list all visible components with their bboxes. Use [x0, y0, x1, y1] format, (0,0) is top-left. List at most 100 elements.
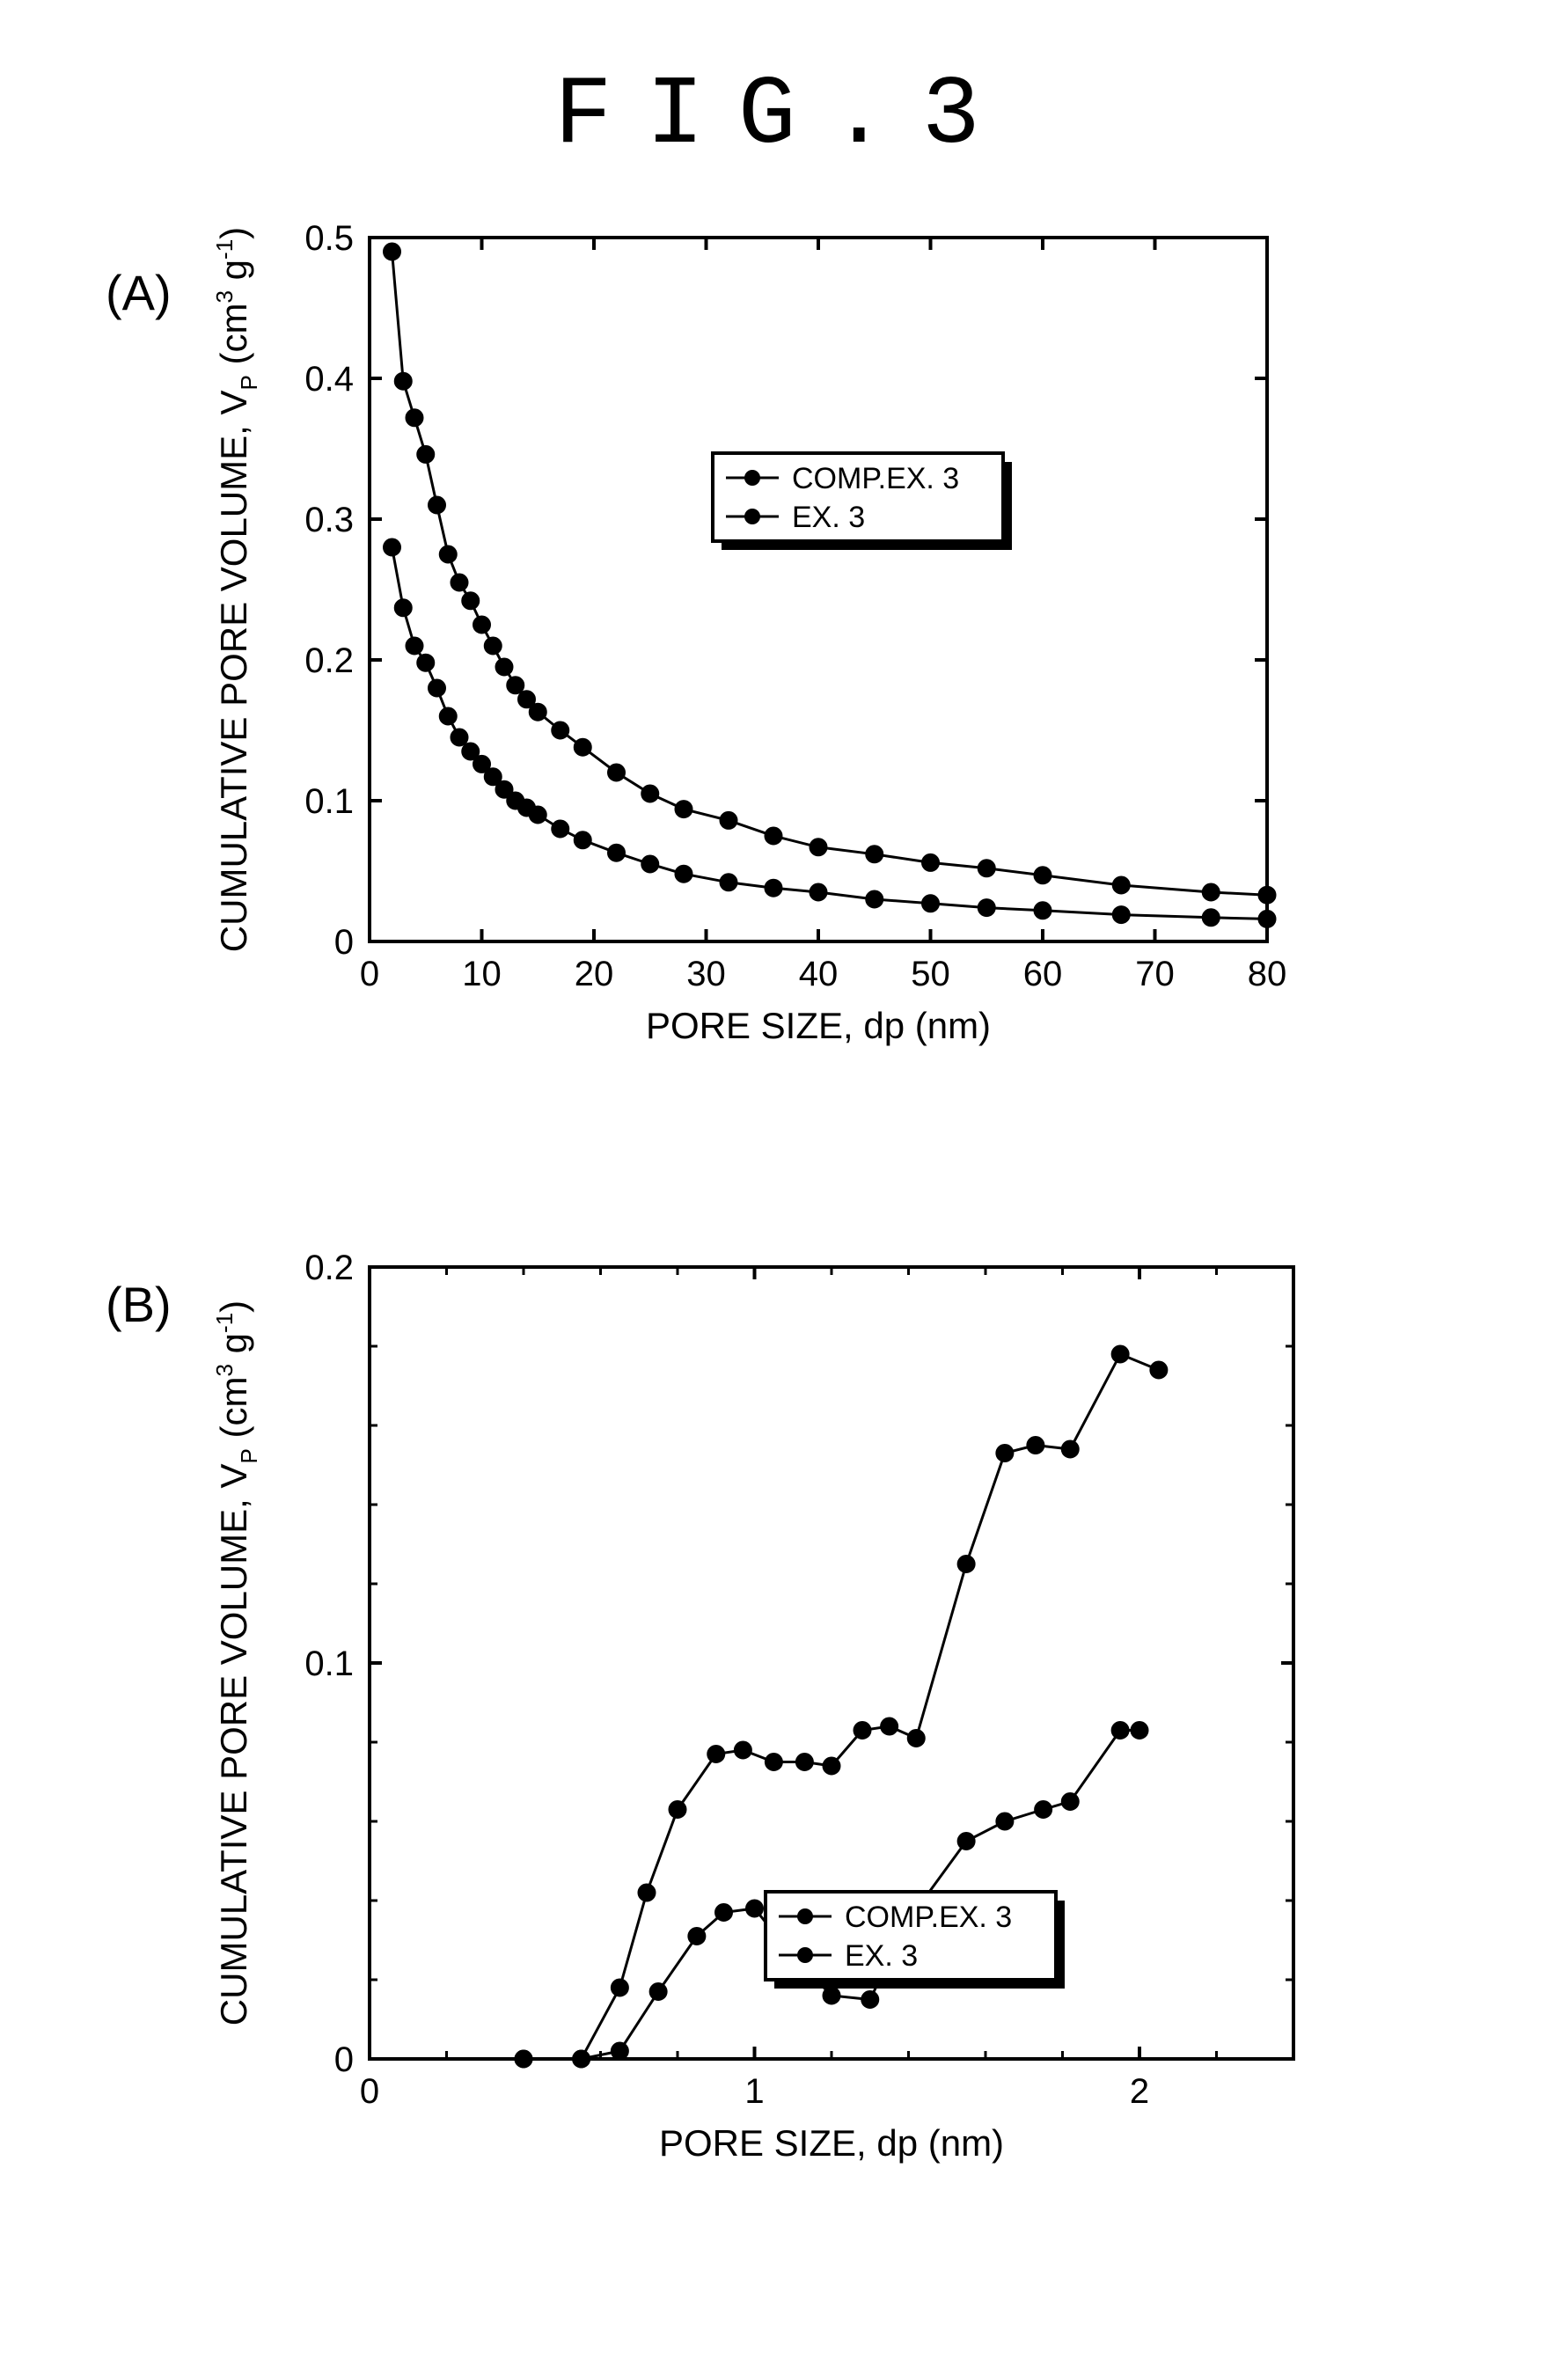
panel-a-series-marker [1202, 909, 1220, 927]
panel-b-series-marker [854, 1722, 871, 1740]
panel-b-series-marker [688, 1928, 706, 1945]
panel-a-series-marker [641, 855, 659, 873]
panel-a-series-marker [439, 546, 457, 563]
panel-b-series-marker [957, 1833, 975, 1850]
panel-b-legend-label: EX. 3 [845, 1939, 918, 1973]
panel-b-series-marker [669, 1801, 686, 1819]
panel-a-series-marker [495, 658, 513, 676]
panel-a-ytick-label: 0.5 [304, 219, 354, 258]
panel-a-series-marker [484, 637, 502, 655]
panel-a-series-marker [529, 806, 546, 824]
panel-a-series-marker [1034, 867, 1051, 884]
panel-a-xtick-label: 80 [1248, 955, 1287, 993]
panel-a-legend-label: COMP.EX. 3 [792, 462, 959, 495]
panel-a-ytick-label: 0 [334, 923, 354, 962]
panel-b-series-marker [823, 1757, 840, 1775]
panel-a-ytick-label: 0.1 [304, 782, 354, 821]
panel-b-ylabel-group: CUMULATIVE PORE VOLUME, VP (cm3 g-1) [211, 1300, 262, 2025]
panel-b-ytick-label: 0.2 [304, 1249, 354, 1287]
panel-a-xtick-label: 30 [686, 955, 726, 993]
panel-b-xtick-label: 1 [744, 2072, 764, 2111]
panel-b-series-marker [649, 1983, 667, 2001]
panel-a-series-marker [417, 445, 435, 463]
panel-a-ylabel-group: CUMULATIVE PORE VOLUME, VP (cm3 g-1) [211, 227, 262, 952]
panel-a-series-marker [720, 811, 737, 829]
panel-a-series-marker [1258, 910, 1276, 927]
panel-a-series-marker [1034, 902, 1051, 919]
panel-a-ytick-label: 0.3 [304, 501, 354, 539]
panel-b-ytick-label: 0 [334, 2040, 354, 2079]
panel-b-series-marker [611, 2042, 628, 2060]
panel-a-series-marker [641, 785, 659, 802]
panel-a-series-marker [608, 844, 626, 861]
panel-a-series-marker [1202, 883, 1220, 901]
panel-b-series-marker [957, 1556, 975, 1573]
panel-b-series-marker [573, 2050, 590, 2068]
panel-b-ylabel: CUMULATIVE PORE VOLUME, VP (cm3 g-1) [211, 1300, 262, 2025]
panel-a-xtick-label: 20 [575, 955, 614, 993]
panel-a-legend-label: EX. 3 [792, 501, 865, 534]
panel-a-series-marker [765, 827, 782, 845]
panel-b-ytick-label: 0.1 [304, 1644, 354, 1683]
panel-b-series-marker [823, 1987, 840, 2004]
panel-a-series-marker [675, 801, 692, 818]
panel-b-series-marker [638, 1884, 656, 1901]
panel-a-legend-marker [744, 470, 760, 486]
panel-b-series-marker [1027, 1437, 1044, 1454]
panel-a-series-marker [574, 831, 591, 849]
panel-b-series-marker [734, 1741, 751, 1759]
panel-b-series-marker [765, 1754, 782, 1771]
panel-a-series-marker [608, 764, 626, 781]
figure-title: FIG.3 [0, 62, 1568, 172]
panel-b-series-marker [861, 1991, 879, 2009]
panel-a-series-marker [429, 496, 446, 514]
panel-b-series-marker [707, 1746, 725, 1763]
panel-a-series-marker [1112, 876, 1130, 894]
panel-a-series-marker [406, 409, 423, 427]
panel-b-series-marker [746, 1900, 764, 1917]
panel-a-xtick-label: 50 [911, 955, 950, 993]
panel-b-legend-marker [797, 1908, 813, 1924]
panel-a-series-marker [978, 899, 995, 917]
panel-b-legend-marker [797, 1947, 813, 1963]
panel-b-series-marker [996, 1813, 1014, 1830]
panel-b-chart: 01200.10.2PORE SIZE, dp (nm)CUMULATIVE P… [167, 1214, 1417, 2182]
panel-a-series-marker [529, 703, 546, 721]
panel-b-series-marker [611, 1979, 628, 1996]
panel-b-series-marker [795, 1754, 813, 1771]
panel-a-legend-marker [744, 509, 760, 524]
page: FIG.3 (A) 0102030405060708000.10.20.30.4… [0, 0, 1568, 2366]
panel-a-series-marker [451, 574, 468, 591]
panel-a-plot-frame [370, 238, 1267, 941]
panel-a-ytick-label: 0.4 [304, 360, 354, 399]
panel-a-series-marker [922, 853, 940, 871]
panel-a-svg: 0102030405060708000.10.20.30.40.5PORE SI… [167, 202, 1417, 1082]
panel-a-series-marker [417, 654, 435, 671]
panel-a-xtick-label: 10 [462, 955, 502, 993]
panel-a-series-marker [552, 820, 569, 838]
panel-a-xtick-label: 0 [360, 955, 379, 993]
panel-b-series-marker [1111, 1345, 1129, 1363]
panel-a-series-marker [765, 879, 782, 897]
panel-b-svg: 01200.10.2PORE SIZE, dp (nm)CUMULATIVE P… [167, 1214, 1417, 2182]
panel-b-series-marker [1111, 1722, 1129, 1740]
panel-a-series-marker [866, 890, 883, 908]
panel-a-series-marker [922, 895, 940, 912]
panel-a-chart: 0102030405060708000.10.20.30.40.5PORE SI… [167, 202, 1417, 1082]
panel-a-xtick-label: 40 [799, 955, 839, 993]
panel-b-xtick-label: 0 [360, 2072, 379, 2111]
panel-a-xtick-label: 70 [1135, 955, 1175, 993]
panel-a-series-marker [394, 372, 412, 390]
panel-b-series-marker [1131, 1722, 1148, 1740]
panel-b-series-marker [996, 1445, 1014, 1462]
panel-a-series-marker [978, 860, 995, 877]
panel-a-series-marker [462, 592, 480, 610]
panel-a-series-marker [866, 846, 883, 863]
panel-b-series-marker [715, 1904, 733, 1922]
panel-a-series-marker [552, 722, 569, 739]
panel-a-series-marker [384, 538, 401, 556]
panel-a-series-marker [810, 883, 827, 901]
panel-a-series-marker [1112, 906, 1130, 924]
panel-a-letter: (A) [106, 264, 172, 321]
panel-a-series-marker [507, 677, 524, 694]
